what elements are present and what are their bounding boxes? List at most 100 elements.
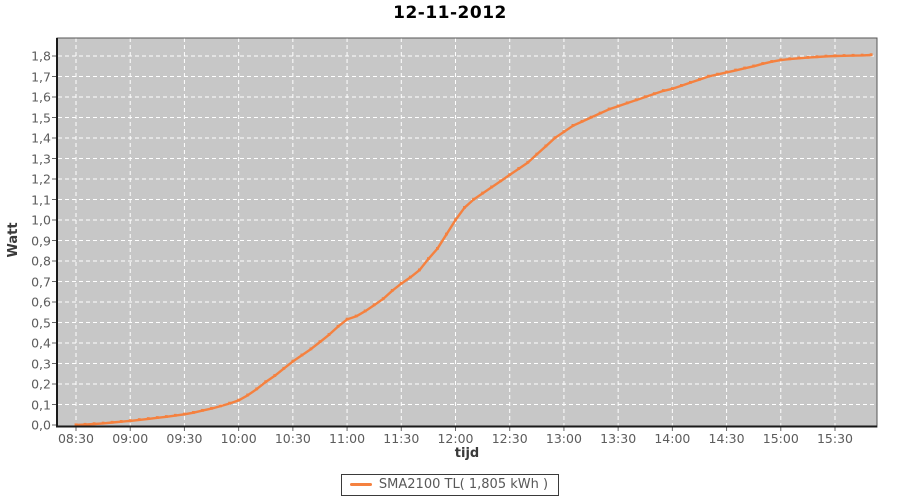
data-point-marker [806,55,810,59]
data-point-marker [770,60,774,63]
data-point-marker [246,393,250,397]
x-tick-label: 10:00 [220,431,257,446]
y-tick-label: 1,1 [31,192,51,207]
data-point-marker [417,268,421,272]
data-point-marker [372,303,376,307]
data-point-marker [643,95,647,99]
y-tick-label: 0,2 [31,376,51,392]
data-point-marker [725,70,728,74]
chart-title: 12-11-2012 [393,3,507,23]
y-tick-label: 1,8 [31,48,51,64]
data-point-marker [363,309,367,313]
data-point-marker [354,314,358,318]
data-point-marker [752,64,756,68]
legend-box: SMA2100 TL( 1,805 kWh ) [340,474,560,496]
data-point-marker [670,87,674,90]
x-axis-title: tijd [454,446,480,461]
x-tick-label: 09:30 [166,431,203,446]
data-point-marker [327,333,331,336]
data-point-marker [219,404,222,408]
plot-area [57,38,877,427]
data-point-marker [436,247,439,250]
data-point-marker [472,197,475,201]
y-tick-label: 1,7 [31,69,51,84]
data-point-marker [679,84,683,87]
x-tick-label: 12:30 [491,431,528,446]
data-point-marker [146,417,150,420]
data-point-marker [481,191,485,195]
x-tick-label: 13:00 [545,431,582,446]
data-point-marker [282,366,286,370]
data-point-marker [761,62,765,65]
data-point-marker [155,416,159,419]
legend-series-label: SMA2100 TL( 1,805 kWh ) [378,477,549,492]
data-point-marker [300,353,304,357]
data-point-marker [860,53,864,57]
data-point-marker [743,66,747,70]
data-point-marker [562,130,566,133]
data-point-marker [173,413,177,417]
data-point-marker [544,144,548,148]
data-point-marker [408,275,412,279]
data-point-marker [426,257,430,261]
y-tick-label: 0,5 [31,315,51,330]
y-tick-label: 0,0 [31,417,51,433]
data-point-marker [661,89,665,92]
y-tick-label: 0,7 [31,274,51,289]
y-tick-label: 0,3 [31,356,51,371]
data-point-marker [264,380,268,384]
x-tick-label: 12:00 [437,431,474,446]
y-tick-label: 0,4 [31,335,51,351]
data-point-marker [499,179,503,183]
y-tick-label: 1,6 [31,89,51,105]
data-point-marker [535,152,539,156]
data-point-marker [625,101,629,105]
x-tick-label: 15:00 [762,431,799,446]
x-tick-label: 08:30 [57,431,95,446]
x-tick-label: 09:00 [112,431,149,446]
y-tick-label: 1,0 [31,212,51,228]
data-point-marker [74,423,78,427]
y-tick-label: 1,5 [31,110,51,125]
data-point-marker [110,420,114,424]
x-tick-label: 14:00 [654,431,691,446]
data-point-marker [815,55,819,59]
data-point-marker [201,408,204,412]
y-tick-label: 0,9 [31,233,51,248]
data-point-marker [454,218,457,222]
data-point-marker [463,206,466,209]
legend-line-swatch-icon [349,483,372,486]
data-point-marker [336,324,340,328]
data-point-marker [824,54,828,58]
data-point-marker [192,411,195,414]
data-point-marker [210,406,213,410]
x-tick-label: 11:30 [383,431,420,446]
data-point-marker [842,54,846,57]
data-point-marker [119,420,123,423]
data-point-marker [128,419,132,422]
data-point-marker [273,374,277,377]
data-point-marker [137,418,141,421]
y-tick-label: 1,2 [31,171,51,187]
data-point-marker [101,421,105,425]
data-point-marker [580,119,584,123]
data-point-marker [183,412,186,416]
data-point-marker [399,281,403,285]
data-point-marker [707,74,710,78]
x-tick-label: 10:30 [274,431,311,446]
y-tick-label: 0,1 [31,397,51,412]
data-point-marker [797,56,801,60]
data-point-marker [508,173,512,176]
data-point-marker [390,289,394,292]
data-point-marker [634,98,638,102]
data-point-marker [255,387,259,391]
x-tick-label: 13:30 [600,431,637,446]
data-point-marker [869,53,873,57]
data-point-marker [445,232,448,236]
data-point-marker [291,359,295,363]
data-point-marker [490,185,494,189]
y-tick-label: 0,6 [31,294,51,310]
data-point-marker [833,54,837,58]
data-point-marker [553,136,557,140]
